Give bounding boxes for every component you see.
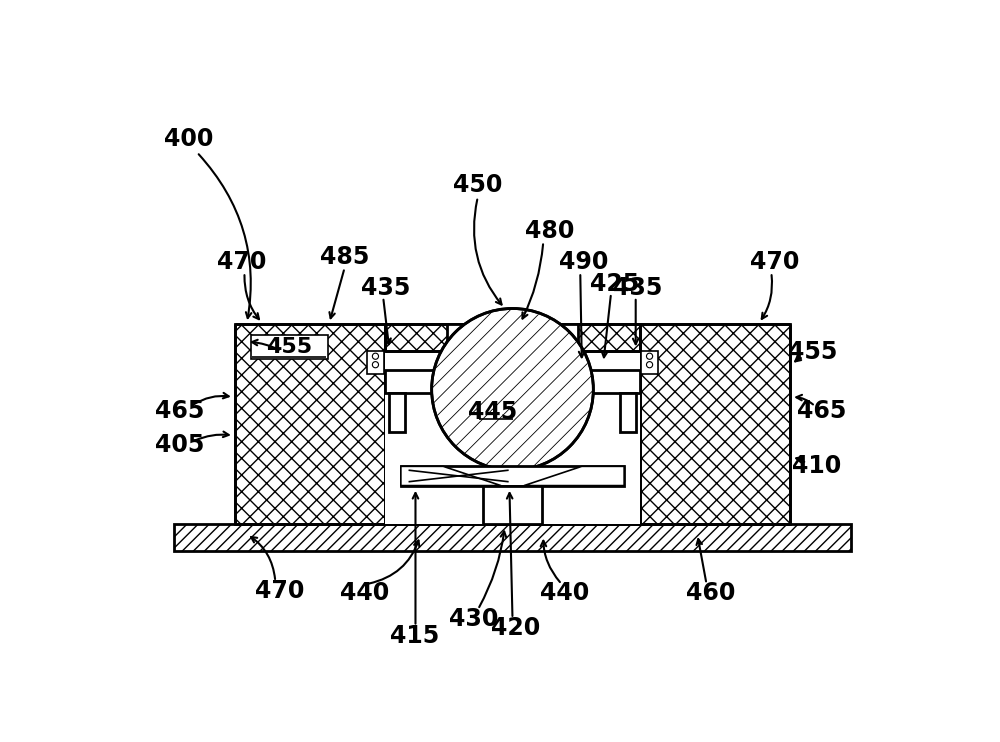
- Text: 490: 490: [559, 250, 608, 275]
- Text: 455: 455: [788, 341, 837, 364]
- Text: 485: 485: [320, 245, 369, 269]
- Bar: [620, 393, 636, 432]
- Polygon shape: [524, 466, 624, 485]
- Bar: [578, 324, 640, 351]
- Text: 455: 455: [266, 337, 312, 357]
- Text: 440: 440: [540, 582, 589, 605]
- Text: 465: 465: [797, 399, 847, 423]
- Text: 420: 420: [491, 616, 540, 640]
- Bar: [385, 324, 640, 524]
- Text: 430: 430: [449, 607, 499, 631]
- Bar: [483, 485, 542, 524]
- Text: 425: 425: [590, 272, 639, 296]
- Text: 435: 435: [613, 276, 662, 300]
- Bar: [401, 466, 624, 485]
- Text: 410: 410: [792, 454, 841, 479]
- Bar: [385, 370, 640, 393]
- Text: 435: 435: [361, 276, 410, 300]
- Bar: [385, 324, 447, 351]
- Polygon shape: [401, 466, 501, 485]
- Bar: [367, 351, 384, 374]
- Text: 415: 415: [390, 624, 439, 648]
- Text: 470: 470: [217, 250, 266, 275]
- Circle shape: [372, 353, 379, 359]
- Bar: [640, 324, 790, 524]
- Text: 465: 465: [155, 399, 205, 423]
- Circle shape: [372, 361, 379, 368]
- Bar: [251, 335, 328, 358]
- Text: 480: 480: [525, 220, 574, 243]
- Bar: [235, 324, 385, 524]
- Bar: [174, 524, 851, 551]
- Text: 470: 470: [750, 250, 799, 275]
- Text: 400: 400: [164, 127, 214, 151]
- Text: 470: 470: [255, 579, 305, 603]
- Text: 440: 440: [340, 582, 389, 605]
- Bar: [389, 393, 405, 432]
- Text: 445: 445: [468, 401, 517, 424]
- Text: 460: 460: [686, 582, 736, 605]
- Text: 450: 450: [453, 174, 503, 197]
- Circle shape: [432, 309, 593, 470]
- Circle shape: [646, 353, 653, 359]
- Bar: [641, 351, 658, 374]
- Text: 405: 405: [155, 433, 205, 457]
- Circle shape: [646, 361, 653, 368]
